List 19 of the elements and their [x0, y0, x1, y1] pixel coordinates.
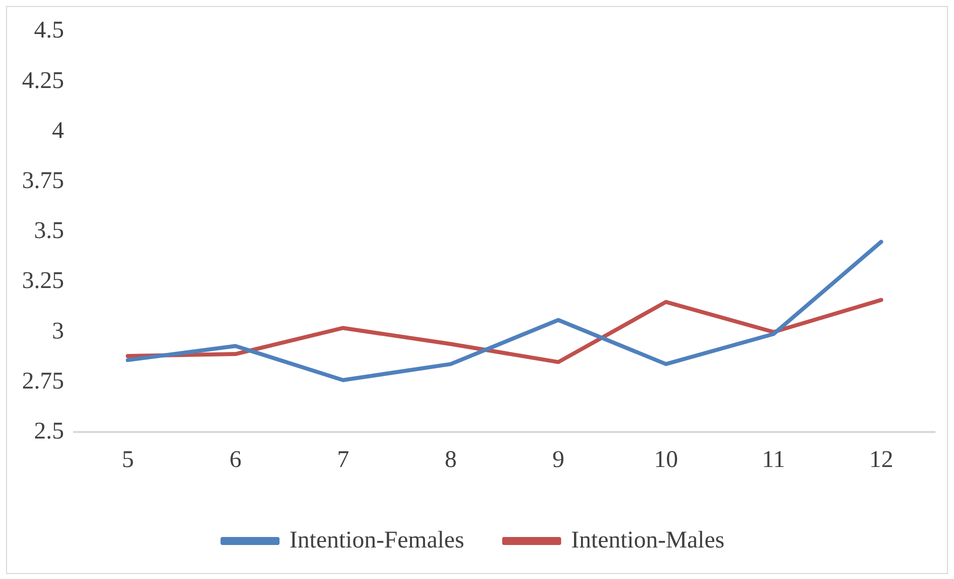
x-tick-label: 8: [444, 446, 457, 473]
y-tick-label: 3.25: [22, 268, 64, 294]
y-tick-label: 4.25: [22, 68, 64, 94]
x-tick-label: 6: [229, 446, 242, 473]
legend-label: Intention-Males: [571, 527, 724, 554]
y-tick-label: 3.75: [22, 168, 64, 194]
x-tick-label: 11: [762, 446, 786, 473]
y-tick-label: 2.75: [22, 368, 64, 394]
y-tick-label: 4: [52, 118, 64, 144]
x-tick-label: 9: [552, 446, 564, 473]
legend-label: Intention-Females: [290, 527, 464, 554]
x-tick-label: 10: [654, 446, 678, 473]
x-tick-label: 12: [869, 446, 894, 473]
x-tick-label: 5: [122, 446, 134, 473]
y-tick-label: 3.5: [34, 218, 64, 244]
y-tick-label: 2.5: [34, 418, 64, 444]
y-tick-label: 3: [52, 318, 64, 344]
x-tick-label: 7: [337, 446, 350, 473]
y-tick-label: 4.5: [34, 18, 64, 44]
